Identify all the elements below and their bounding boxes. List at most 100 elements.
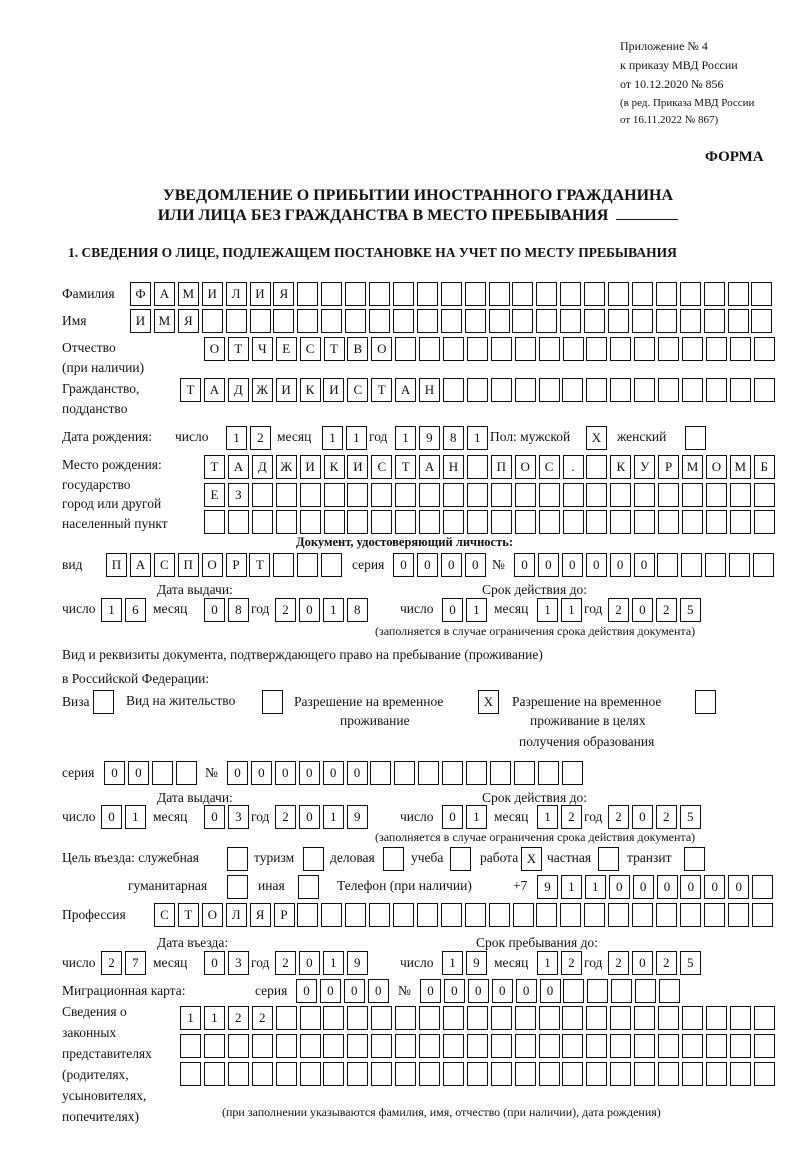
char-box[interactable] — [562, 483, 584, 507]
char-box[interactable] — [323, 483, 345, 507]
char-box[interactable] — [490, 483, 512, 507]
char-box[interactable] — [273, 309, 295, 333]
char-box[interactable] — [180, 1034, 201, 1058]
char-box[interactable] — [347, 483, 369, 507]
char-box[interactable] — [371, 483, 393, 507]
char-box[interactable] — [227, 875, 248, 899]
char-box[interactable]: З — [227, 483, 249, 507]
char-box[interactable] — [464, 282, 486, 306]
char-box[interactable] — [538, 337, 560, 361]
char-box[interactable]: 1 — [537, 805, 558, 829]
char-box[interactable]: 2 — [275, 598, 296, 622]
char-box[interactable] — [586, 1034, 608, 1058]
char-box[interactable]: 2 — [227, 1006, 249, 1030]
char-box[interactable]: 2 — [249, 426, 271, 450]
char-box[interactable] — [681, 553, 703, 577]
char-box[interactable]: А — [203, 378, 225, 402]
char-box[interactable] — [584, 309, 606, 333]
char-box[interactable] — [753, 1034, 775, 1058]
char-box[interactable]: М — [682, 455, 703, 479]
char-box[interactable]: 0 — [514, 553, 535, 577]
char-box[interactable] — [440, 282, 462, 306]
char-box[interactable]: 0 — [440, 553, 462, 577]
char-box[interactable] — [442, 378, 464, 402]
char-box[interactable]: Л — [225, 903, 247, 927]
char-box[interactable] — [393, 903, 414, 927]
char-box[interactable] — [610, 1034, 632, 1058]
char-box[interactable] — [262, 690, 283, 714]
char-box[interactable] — [610, 1062, 632, 1086]
char-box[interactable] — [488, 903, 510, 927]
char-box[interactable] — [598, 847, 619, 871]
char-box[interactable] — [729, 483, 751, 507]
char-box[interactable] — [298, 875, 319, 899]
char-box[interactable]: 0 — [420, 979, 441, 1003]
char-box[interactable] — [297, 553, 319, 577]
char-box[interactable]: 2 — [560, 951, 582, 975]
char-box[interactable]: И — [275, 378, 297, 402]
char-box[interactable] — [586, 483, 608, 507]
char-box[interactable] — [705, 553, 727, 577]
char-box[interactable] — [490, 378, 512, 402]
char-box[interactable]: Т — [177, 903, 199, 927]
char-box[interactable]: И — [299, 455, 321, 479]
char-box[interactable] — [227, 1062, 249, 1086]
char-box[interactable]: Я — [273, 282, 295, 306]
char-box[interactable] — [490, 1006, 512, 1030]
char-box[interactable] — [514, 1034, 536, 1058]
char-box[interactable] — [705, 1034, 727, 1058]
char-box[interactable] — [416, 309, 438, 333]
char-box[interactable] — [466, 1062, 488, 1086]
char-box[interactable]: 0 — [416, 553, 438, 577]
char-box[interactable]: 0 — [104, 761, 125, 785]
char-box[interactable] — [610, 378, 632, 402]
char-box[interactable]: 1 — [537, 598, 558, 622]
char-box[interactable]: 2 — [251, 1006, 273, 1030]
char-box[interactable]: 0 — [704, 875, 726, 899]
char-box[interactable] — [345, 903, 367, 927]
char-box[interactable] — [416, 903, 438, 927]
char-box[interactable] — [681, 378, 703, 402]
char-box[interactable]: Т — [180, 378, 201, 402]
char-box[interactable]: 0 — [227, 761, 248, 785]
char-box[interactable] — [562, 1062, 584, 1086]
char-box[interactable] — [321, 553, 343, 577]
char-box[interactable]: 9 — [465, 951, 487, 975]
char-box[interactable]: 1 — [442, 951, 463, 975]
char-box[interactable]: О — [705, 455, 727, 479]
char-box[interactable] — [251, 510, 273, 534]
char-box[interactable] — [514, 483, 536, 507]
char-box[interactable] — [512, 282, 534, 306]
char-box[interactable] — [275, 483, 297, 507]
char-box[interactable]: 1 — [465, 598, 487, 622]
char-box[interactable] — [201, 309, 223, 333]
char-box[interactable] — [753, 1062, 775, 1086]
char-box[interactable] — [371, 1006, 393, 1030]
char-box[interactable] — [658, 337, 680, 361]
char-box[interactable]: 0 — [322, 761, 344, 785]
char-box[interactable]: 2 — [655, 598, 677, 622]
char-box[interactable]: Б — [753, 455, 775, 479]
char-box[interactable] — [608, 282, 629, 306]
char-box[interactable] — [175, 761, 197, 785]
char-box[interactable]: 0 — [561, 553, 583, 577]
char-box[interactable]: М — [153, 309, 175, 333]
char-box[interactable] — [321, 309, 343, 333]
char-box[interactable] — [608, 903, 630, 927]
char-box[interactable]: И — [323, 378, 345, 402]
char-box[interactable]: 5 — [679, 598, 701, 622]
char-box[interactable] — [681, 1062, 703, 1086]
char-box[interactable]: С — [538, 455, 560, 479]
char-box[interactable] — [682, 337, 703, 361]
char-box[interactable] — [227, 847, 248, 871]
char-box[interactable] — [392, 309, 414, 333]
char-box[interactable]: 0 — [393, 553, 414, 577]
char-box[interactable]: Т — [371, 378, 393, 402]
char-box[interactable]: 0 — [443, 979, 465, 1003]
char-box[interactable]: 7 — [124, 951, 146, 975]
char-box[interactable] — [729, 1034, 751, 1058]
char-box[interactable] — [705, 510, 727, 534]
char-box[interactable]: Р — [658, 455, 680, 479]
char-box[interactable] — [299, 1006, 321, 1030]
char-box[interactable]: 0 — [101, 805, 122, 829]
